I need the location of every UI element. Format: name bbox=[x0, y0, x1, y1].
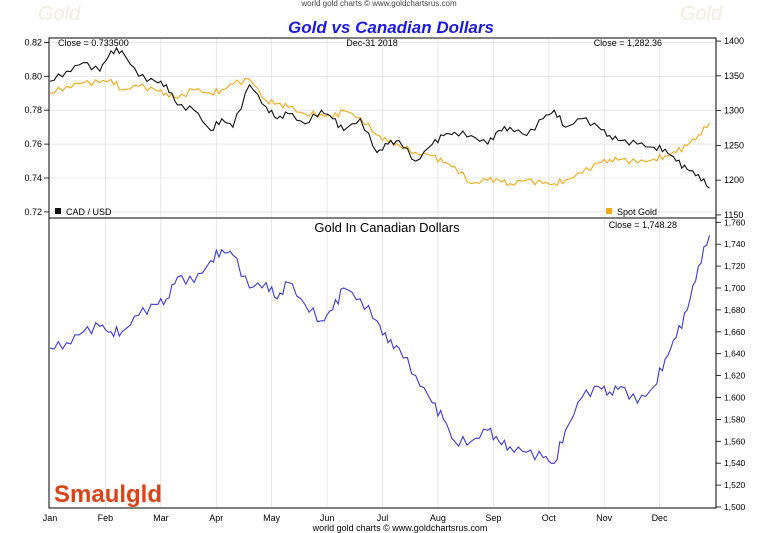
right-tick-label: 1,520 bbox=[724, 480, 746, 490]
x-tick-label: Mar bbox=[153, 513, 169, 523]
bottom-close: Close = 1,748.28 bbox=[609, 220, 677, 230]
top-close-left: Close = 0.733500 bbox=[58, 38, 129, 48]
smaulgld-logo: Smaulgld bbox=[54, 481, 162, 508]
watermark-left: Gold bbox=[38, 3, 81, 25]
x-tick-label: Jun bbox=[320, 513, 335, 523]
top-credit: world gold charts © www.goldchartsrus.co… bbox=[300, 0, 457, 8]
x-tick-label: Apr bbox=[209, 513, 223, 523]
right-tick-label: 1,600 bbox=[724, 392, 746, 402]
spot-gold-line bbox=[49, 77, 710, 187]
right-tick-label: 1,740 bbox=[724, 239, 746, 249]
bottom-right-axis: 1,760 1,740 1,720 1,700 1,680 1,660 1,640 1,620… bbox=[716, 217, 746, 512]
legend-cad-swatch bbox=[55, 208, 61, 214]
right-tick-label: 1,720 bbox=[724, 261, 746, 271]
left-tick-label: 0.78 bbox=[24, 105, 42, 115]
bottom-panel-title: Gold In Canadian Dollars bbox=[314, 220, 460, 235]
right-tick-label: 1,680 bbox=[724, 305, 746, 315]
left-tick-label: 0.74 bbox=[24, 173, 42, 183]
left-tick-label: 0.76 bbox=[24, 139, 42, 149]
x-tick-label: Aug bbox=[430, 513, 446, 523]
x-tick-label: May bbox=[263, 513, 281, 523]
x-tick-label: Jan bbox=[43, 513, 58, 523]
top-right-axis: 1400 1350 1300 1250 1200 1150 bbox=[716, 36, 744, 220]
legend-gold-label: Spot Gold bbox=[617, 207, 657, 217]
legend-cad-label: CAD / USD bbox=[66, 207, 112, 217]
gold-in-cad-line bbox=[49, 235, 711, 464]
left-tick-label: 0.80 bbox=[24, 71, 42, 81]
bottom-grid bbox=[105, 219, 660, 507]
top-grid bbox=[50, 39, 715, 217]
right-tick-label: 1,500 bbox=[724, 502, 746, 512]
x-tick-label: Dec bbox=[652, 513, 669, 523]
x-tick-label: Sep bbox=[485, 513, 501, 523]
x-tick-label: Nov bbox=[596, 513, 613, 523]
x-tick-label: Jul bbox=[377, 513, 389, 523]
top-left-axis: 0.82 0.80 0.78 0.76 0.74 0.72 bbox=[24, 37, 49, 217]
bottom-panel-frame bbox=[48, 217, 717, 509]
watermark-right: Gold bbox=[680, 3, 723, 25]
right-tick-label: 1,760 bbox=[724, 217, 746, 227]
chart-title: Gold vs Canadian Dollars bbox=[288, 18, 494, 37]
x-tick-label: Feb bbox=[98, 513, 114, 523]
right-tick-label: 1200 bbox=[724, 175, 744, 185]
left-tick-label: 0.82 bbox=[24, 37, 42, 47]
right-tick-label: 1,640 bbox=[724, 349, 746, 359]
right-tick-label: 1300 bbox=[724, 106, 744, 116]
top-close-right: Close = 1,282.36 bbox=[594, 38, 662, 48]
right-tick-label: 1250 bbox=[724, 140, 744, 150]
right-tick-label: 1150 bbox=[724, 210, 743, 220]
x-axis-labels: Jan Feb Mar Apr May Jun Jul Aug Sep Oct Nov Dec bbox=[43, 513, 668, 523]
x-tick-label: Oct bbox=[542, 513, 557, 523]
footer-credit: world gold charts © www.goldchartsrus.co… bbox=[312, 523, 488, 533]
right-tick-label: 1,560 bbox=[724, 436, 746, 446]
right-tick-label: 1400 bbox=[724, 36, 744, 46]
right-tick-label: 1,660 bbox=[724, 327, 746, 337]
legend-gold-swatch bbox=[606, 208, 612, 214]
left-tick-label: 0.72 bbox=[24, 207, 42, 217]
right-tick-label: 1350 bbox=[724, 71, 744, 81]
right-tick-label: 1,540 bbox=[724, 458, 746, 468]
right-tick-label: 1,620 bbox=[724, 371, 746, 381]
chart-date: Dec-31 2018 bbox=[346, 38, 398, 48]
right-tick-label: 1,700 bbox=[724, 283, 746, 293]
cad-usd-line bbox=[49, 46, 710, 189]
right-tick-label: 1,580 bbox=[724, 414, 746, 424]
